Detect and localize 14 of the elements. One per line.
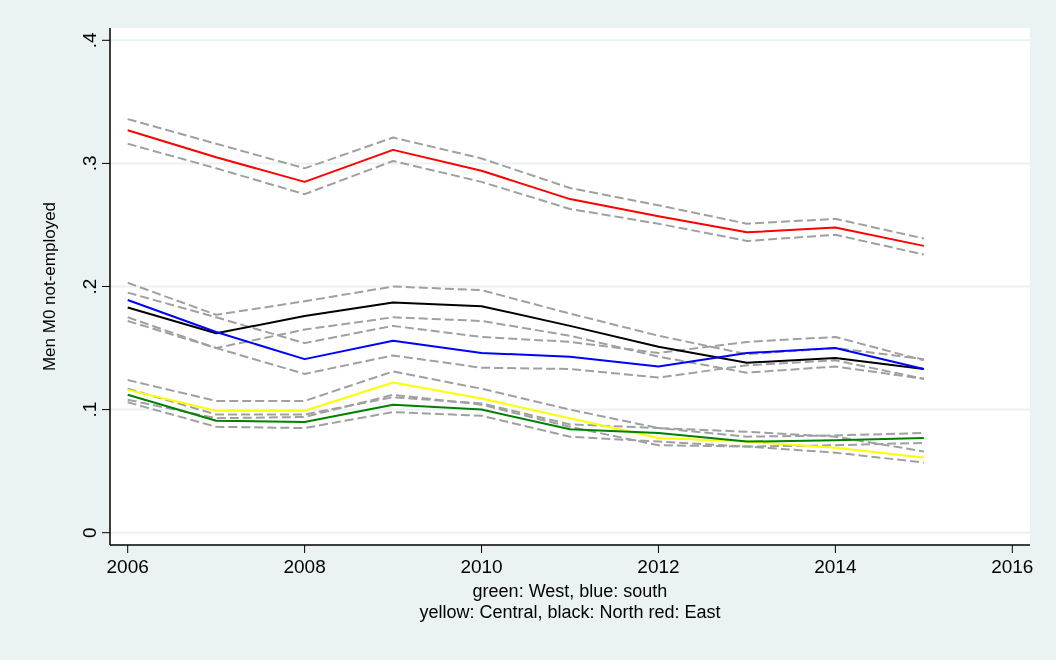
x-tick-label: 2012 [637,556,680,577]
x-tick-label: 2016 [991,556,1034,577]
y-axis-title: Men M0 not-employed [40,201,59,372]
y-tick-label: .3 [79,155,100,172]
x-tick-label: 2006 [106,556,149,577]
x-tick-label: 2008 [283,556,326,577]
y-tick-label: .2 [79,278,100,295]
text: yellow: Central, black: North red: East [419,602,721,622]
y-tick-label: .4 [79,31,100,49]
x-tick-label: 2010 [460,556,503,577]
text: green: West, blue: south [472,581,668,601]
x-tick-label: 2014 [814,556,857,577]
y-tick-label: .1 [79,401,100,418]
y-tick-label: 0 [79,527,100,538]
